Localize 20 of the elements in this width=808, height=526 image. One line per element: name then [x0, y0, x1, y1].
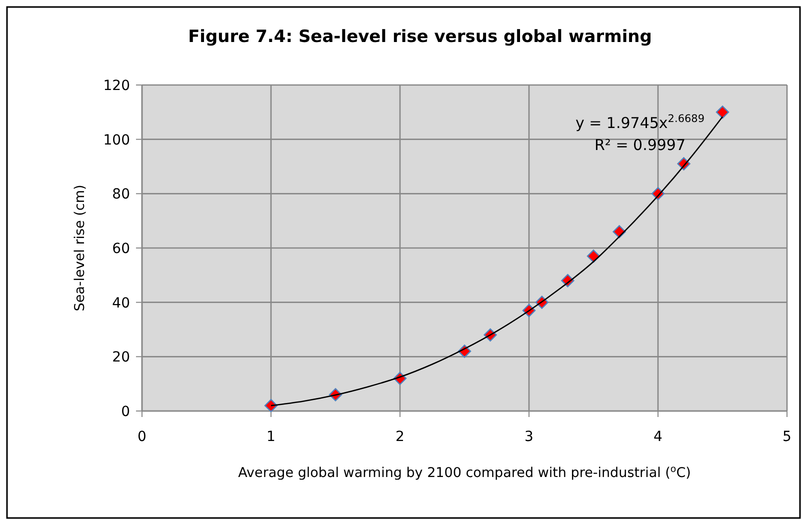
x-tick-label: 5 [782, 429, 792, 445]
x-tick-label: 4 [654, 429, 663, 445]
x-tick-label: 3 [524, 429, 534, 445]
point [716, 106, 730, 119]
y-tick-label: 60 [112, 241, 130, 257]
x-tick-label: 0 [138, 429, 146, 445]
x-tick-label: 2 [396, 429, 404, 445]
y-tick-label: 40 [112, 295, 130, 312]
annotation: R² = 0.9997 [594, 136, 686, 154]
annotation: y = 1.9745x$^{2.6689}$ [575, 113, 705, 132]
x-axis-title: Average global warming by 2100 compared with pre-industrial ($^{o}$C) [238, 464, 691, 481]
chart-title: Figure 7.4: Sea-level rise versus global warming [188, 27, 652, 47]
y-tick-label: 120 [103, 78, 130, 94]
point [264, 398, 278, 412]
y-tick-label: 80 [112, 186, 130, 203]
y-axis-title: Sea-level rise (cm) [72, 184, 88, 312]
y-tick-label: 20 [112, 350, 130, 366]
x-tick-label: 1 [266, 429, 276, 445]
y-tick-label: 0 [121, 404, 130, 420]
y-tick-label: 100 [103, 132, 130, 148]
